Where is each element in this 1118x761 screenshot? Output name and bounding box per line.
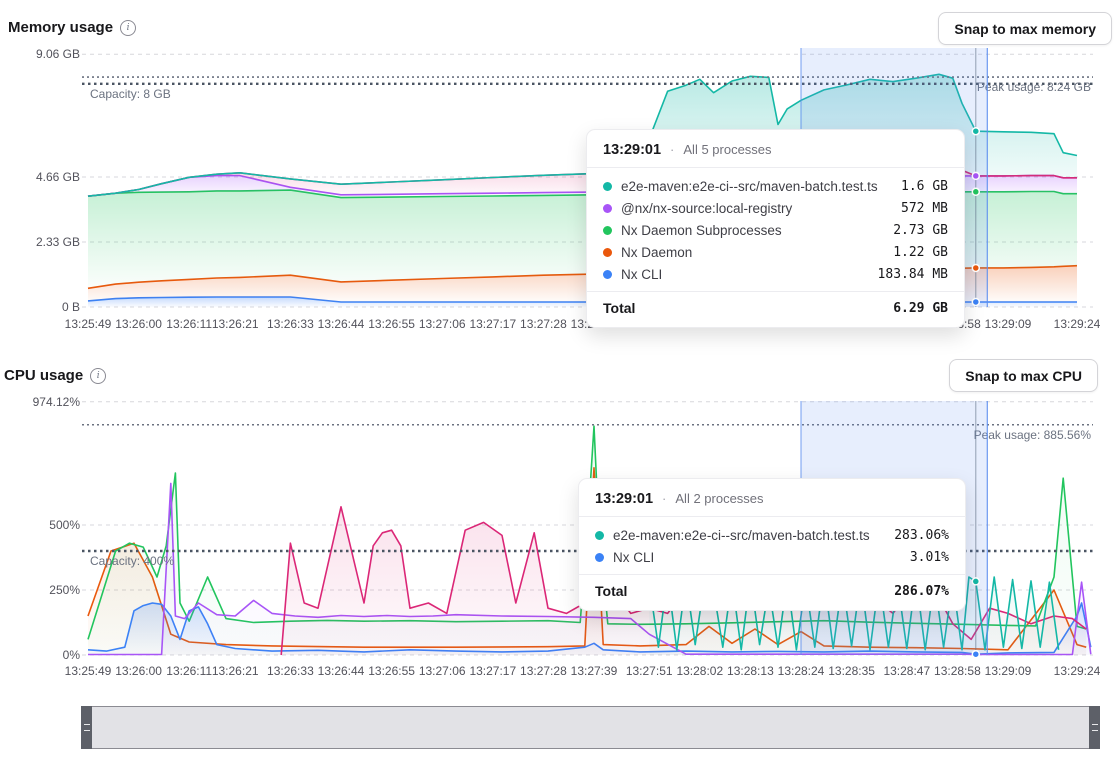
memory-tooltip-row: e2e-maven:e2e-ci--src/maven-batch.test.t… bbox=[603, 175, 948, 197]
cpu-tooltip-row: Nx CLI 3.01% bbox=[595, 546, 949, 568]
cpu-section-title: CPU usage i bbox=[4, 367, 107, 384]
divider bbox=[587, 291, 964, 292]
divider bbox=[587, 167, 964, 168]
snap-to-max-memory-button[interactable]: Snap to max memory bbox=[938, 12, 1112, 45]
capacity-label: Capacity: 400% bbox=[90, 554, 174, 568]
timeline-range-slider[interactable] bbox=[81, 706, 1100, 749]
series-color-dot bbox=[603, 247, 612, 257]
series-color-dot bbox=[603, 203, 612, 213]
process-name: e2e-maven:e2e-ci--src/maven-batch.test.t… bbox=[621, 178, 878, 194]
series-color-dot bbox=[595, 530, 604, 540]
process-name: Nx Daemon Subprocesses bbox=[621, 222, 782, 238]
total-label: Total bbox=[603, 300, 636, 316]
memory-tooltip-header: 13:29:01 · All 5 processes bbox=[587, 130, 964, 167]
tooltip-separator: · bbox=[670, 142, 675, 157]
process-value: 283.06% bbox=[894, 527, 949, 543]
x-tick-label: 13:26:11 bbox=[166, 317, 213, 331]
grip-icon bbox=[83, 724, 90, 731]
tooltip-separator: · bbox=[662, 491, 667, 506]
x-tick-label: 13:26:33 bbox=[267, 317, 314, 331]
hover-dot bbox=[971, 577, 981, 586]
slider-left-handle[interactable] bbox=[81, 706, 92, 749]
x-tick-label: 13:29:24 bbox=[1053, 317, 1101, 331]
peak-usage-label: Peak usage: 8.24 GB bbox=[977, 80, 1091, 94]
memory-section-title: Memory usage i bbox=[8, 19, 137, 36]
total-value: 286.07% bbox=[894, 583, 949, 599]
series-line-e2e-maven:e2e-ci--src/maven-batch.test.ts bbox=[87, 73, 1078, 197]
total-label: Total bbox=[595, 583, 628, 599]
x-tick-label: 13:27:17 bbox=[469, 317, 517, 331]
hover-dot bbox=[971, 263, 981, 273]
process-name: Nx CLI bbox=[621, 266, 663, 282]
process-value: 1.6 GB bbox=[901, 178, 948, 194]
divider bbox=[579, 516, 965, 517]
x-tick-label: 13:26:55 bbox=[368, 317, 415, 331]
memory-tooltip: 13:29:01 · All 5 processes e2e-maven:e2e… bbox=[586, 129, 965, 328]
grip-icon bbox=[1091, 724, 1098, 731]
series-color-dot bbox=[595, 552, 604, 562]
x-tick-label: 13:26:00 bbox=[115, 317, 162, 331]
info-icon[interactable]: i bbox=[90, 367, 107, 384]
hover-dot bbox=[971, 187, 981, 197]
divider bbox=[579, 574, 965, 575]
tooltip-subtitle: All 5 processes bbox=[683, 142, 772, 157]
series-color-dot bbox=[603, 181, 612, 191]
capacity-label: Capacity: 8 GB bbox=[90, 87, 171, 101]
process-name: Nx Daemon bbox=[621, 244, 693, 260]
memory-tooltip-row: Nx Daemon Subprocesses 2.73 GB bbox=[603, 219, 948, 241]
process-name: Nx CLI bbox=[613, 549, 655, 565]
hover-dot bbox=[971, 649, 981, 659]
process-name: @nx/nx-source:local-registry bbox=[621, 200, 793, 216]
x-tick-label: 13:27:28 bbox=[520, 317, 567, 331]
total-value: 6.29 GB bbox=[893, 300, 948, 316]
process-name: e2e-maven:e2e-ci--src/maven-batch.test.t… bbox=[613, 527, 870, 543]
memory-tooltip-row: @nx/nx-source:local-registry 572 MB bbox=[603, 197, 948, 219]
hover-dot bbox=[971, 297, 981, 307]
hover-dot bbox=[971, 126, 981, 136]
process-value: 1.22 GB bbox=[893, 244, 948, 260]
x-tick-label: 13:26:44 bbox=[317, 317, 365, 331]
series-color-dot bbox=[603, 269, 612, 279]
hover-dot bbox=[971, 171, 981, 181]
cpu-tooltip-header: 13:29:01 · All 2 processes bbox=[579, 479, 965, 516]
cpu-title-text: CPU usage bbox=[4, 367, 84, 384]
cpu-tooltip-row: e2e-maven:e2e-ci--src/maven-batch.test.t… bbox=[595, 524, 949, 546]
memory-title-text: Memory usage bbox=[8, 19, 114, 36]
x-tick-label: 13:29:09 bbox=[984, 317, 1032, 331]
process-value: 572 MB bbox=[901, 200, 948, 216]
x-tick-label: 13:27:06 bbox=[418, 317, 466, 331]
series-color-dot bbox=[603, 225, 612, 235]
snap-to-max-cpu-button[interactable]: Snap to max CPU bbox=[949, 359, 1098, 392]
tooltip-time: 13:29:01 bbox=[595, 491, 654, 507]
x-tick-label: 13:25:49 bbox=[64, 317, 112, 331]
info-icon[interactable]: i bbox=[120, 19, 137, 36]
memory-tooltip-total-row: Total 6.29 GB bbox=[587, 292, 964, 327]
x-tick-label: 13:26:21 bbox=[211, 317, 259, 331]
peak-usage-label: Peak usage: 885.56% bbox=[974, 428, 1092, 442]
cpu-tooltip-total-row: Total 286.07% bbox=[579, 575, 965, 610]
tooltip-time: 13:29:01 bbox=[603, 142, 662, 158]
slider-right-handle[interactable] bbox=[1089, 706, 1100, 749]
process-value: 3.01% bbox=[909, 549, 949, 565]
process-value: 183.84 MB bbox=[877, 266, 948, 282]
process-value: 2.73 GB bbox=[893, 222, 948, 238]
memory-tooltip-row: Nx CLI 183.84 MB bbox=[603, 263, 948, 285]
tooltip-subtitle: All 2 processes bbox=[675, 491, 764, 506]
series-line-e2e-maven:e2e-ci--src/maven-batch.test.ts bbox=[648, 576, 1060, 651]
cpu-tooltip: 13:29:01 · All 2 processes e2e-maven:e2e… bbox=[578, 478, 966, 611]
memory-tooltip-row: Nx Daemon 1.22 GB bbox=[603, 241, 948, 263]
